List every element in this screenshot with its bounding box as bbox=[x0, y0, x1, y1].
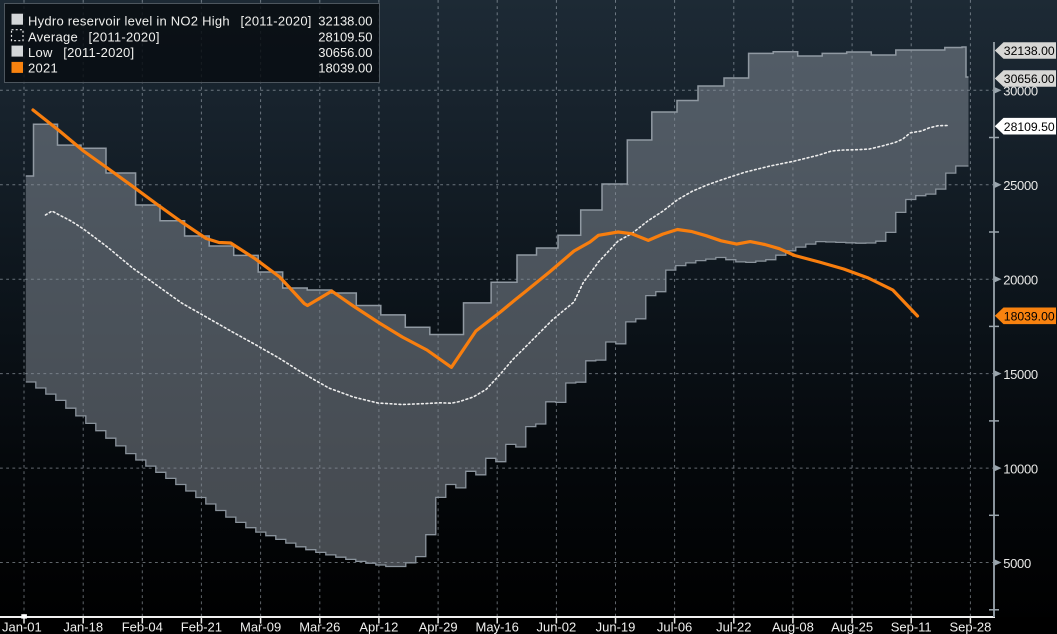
svg-text:Apr-29: Apr-29 bbox=[419, 619, 458, 634]
svg-text:Apr-12: Apr-12 bbox=[359, 619, 398, 634]
svg-text:Jun-19: Jun-19 bbox=[596, 619, 636, 634]
svg-text:Jun-02: Jun-02 bbox=[537, 619, 577, 634]
svg-text:30656.00: 30656.00 bbox=[318, 45, 372, 60]
svg-text:Aug-08: Aug-08 bbox=[772, 619, 814, 634]
svg-text:Hydro reservoir level in NO2 H: Hydro reservoir level in NO2 High [2011-… bbox=[28, 14, 312, 29]
svg-text:Average [2011-2020]: Average [2011-2020] bbox=[28, 29, 160, 44]
svg-text:May-16: May-16 bbox=[476, 619, 519, 634]
svg-text:Aug-25: Aug-25 bbox=[831, 619, 873, 634]
svg-text:Sep-28: Sep-28 bbox=[949, 619, 991, 634]
svg-text:Jan-01: Jan-01 bbox=[2, 619, 42, 634]
svg-text:Feb-04: Feb-04 bbox=[122, 619, 163, 634]
svg-text:30000: 30000 bbox=[1003, 84, 1038, 99]
svg-text:25000: 25000 bbox=[1003, 178, 1038, 193]
svg-text:28109.50: 28109.50 bbox=[1004, 120, 1055, 134]
svg-text:Jan-18: Jan-18 bbox=[63, 619, 103, 634]
svg-text:30656.00: 30656.00 bbox=[1004, 72, 1055, 86]
svg-text:5000: 5000 bbox=[1003, 556, 1031, 571]
svg-text:Mar-09: Mar-09 bbox=[240, 619, 281, 634]
svg-text:18039.00: 18039.00 bbox=[1004, 309, 1055, 323]
svg-text:Feb-21: Feb-21 bbox=[181, 619, 222, 634]
svg-text:32138.00: 32138.00 bbox=[318, 14, 372, 29]
svg-text:Jul-06: Jul-06 bbox=[657, 619, 692, 634]
svg-text:28109.50: 28109.50 bbox=[318, 29, 372, 44]
svg-text:32138.00: 32138.00 bbox=[1004, 44, 1055, 58]
svg-text:Mar-26: Mar-26 bbox=[299, 619, 340, 634]
svg-text:Low [2011-2020]: Low [2011-2020] bbox=[28, 45, 134, 60]
svg-text:Jul-22: Jul-22 bbox=[716, 619, 751, 634]
svg-text:2021: 2021 bbox=[28, 60, 58, 75]
svg-text:15000: 15000 bbox=[1003, 367, 1038, 382]
svg-text:18039.00: 18039.00 bbox=[318, 60, 372, 75]
svg-text:Sep-11: Sep-11 bbox=[891, 619, 932, 634]
svg-text:20000: 20000 bbox=[1003, 272, 1038, 287]
svg-text:10000: 10000 bbox=[1003, 461, 1038, 476]
